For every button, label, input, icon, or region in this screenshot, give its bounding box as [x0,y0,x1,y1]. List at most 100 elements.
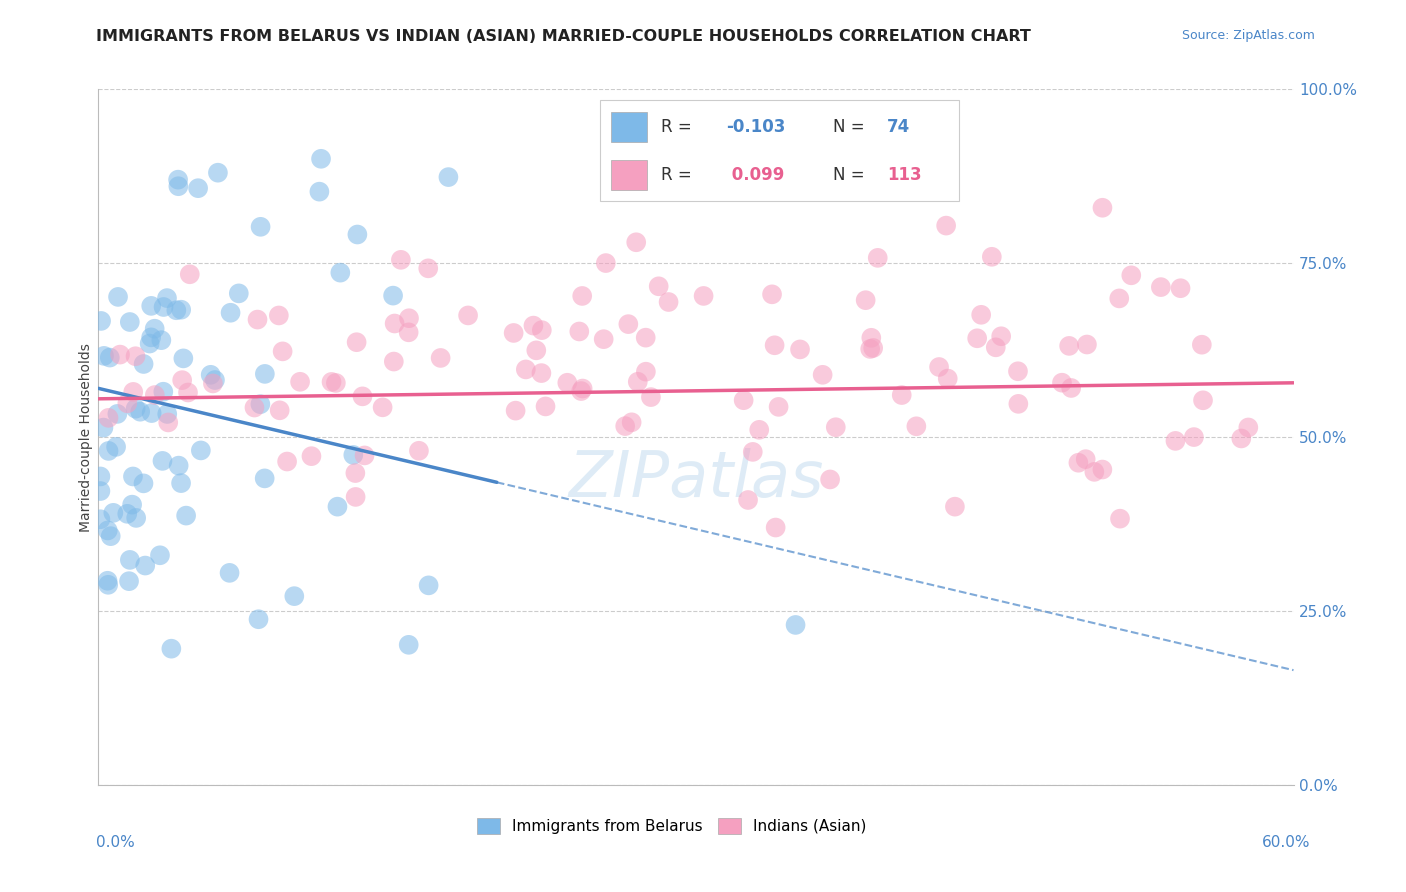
Point [692,289,714,303]
Point [165,303,187,318]
Point [634,365,657,379]
Point [640,390,662,404]
Point [152,454,174,468]
Text: ZIPatlas: ZIPatlas [568,448,824,510]
Point [170,476,193,491]
Point [389,252,412,267]
Point [524,343,547,358]
Point [418,578,440,592]
Point [1007,364,1029,378]
Point [152,300,174,314]
Point [301,449,323,463]
Point [117,396,139,410]
Point [243,401,266,415]
Point [824,420,846,434]
Point [124,349,146,363]
Point [970,308,993,322]
Point [172,351,194,366]
Point [789,343,811,357]
Point [818,472,841,486]
Point [156,291,179,305]
Point [97,574,120,588]
Point [737,493,759,508]
Point [118,553,141,567]
Point [429,351,451,365]
Point [1164,434,1187,448]
Point [138,336,160,351]
Point [592,332,614,346]
Point [271,344,294,359]
Point [249,219,271,234]
Point [98,351,121,365]
Point [634,331,657,345]
Point [855,293,877,308]
Point [174,508,197,523]
Point [329,266,352,280]
Point [382,354,405,368]
Point [617,317,640,331]
Point [905,419,928,434]
Point [141,330,163,344]
Point [457,309,479,323]
Point [134,558,156,573]
Point [89,512,111,526]
Point [177,385,200,400]
Point [132,357,155,371]
Point [122,384,145,399]
Point [89,469,111,483]
Point [371,401,394,415]
Point [935,219,957,233]
Point [966,331,988,345]
Point [1182,430,1205,444]
Point [859,342,882,356]
Point [152,384,174,399]
Point [107,290,129,304]
Point [100,529,122,543]
Point [125,511,148,525]
Point [118,574,141,589]
Point [647,279,669,293]
Point [218,566,240,580]
Point [167,172,190,186]
Point [201,376,224,391]
Point [267,309,290,323]
Point [325,376,347,390]
Point [228,286,250,301]
Point [530,323,553,337]
Point [200,368,222,382]
Point [928,359,950,374]
Point [1083,465,1105,479]
Point [398,638,420,652]
Point [344,490,367,504]
Point [408,443,430,458]
Point [108,348,131,362]
Point [437,170,460,185]
Point [219,306,242,320]
Point [342,448,364,462]
Point [505,403,527,417]
Point [321,375,343,389]
Point [748,423,770,437]
Point [1108,292,1130,306]
Point [1050,376,1073,390]
Point [141,406,163,420]
Point [382,288,405,302]
Point [765,520,787,534]
Point [658,295,681,310]
Text: IMMIGRANTS FROM BELARUS VS INDIAN (ASIAN) MARRIED-COUPLE HOUSEHOLDS CORRELATION : IMMIGRANTS FROM BELARUS VS INDIAN (ASIAN… [96,29,1031,44]
Point [568,325,591,339]
Point [204,373,226,387]
Point [741,445,763,459]
Point [1091,462,1114,476]
Point [143,388,166,402]
Point [276,454,298,468]
Point [93,420,115,434]
Point [97,444,120,458]
Point [97,578,120,592]
Point [105,440,128,454]
Point [515,362,537,376]
Point [569,384,592,398]
Point [269,403,291,417]
Point [768,400,790,414]
Point [785,618,807,632]
